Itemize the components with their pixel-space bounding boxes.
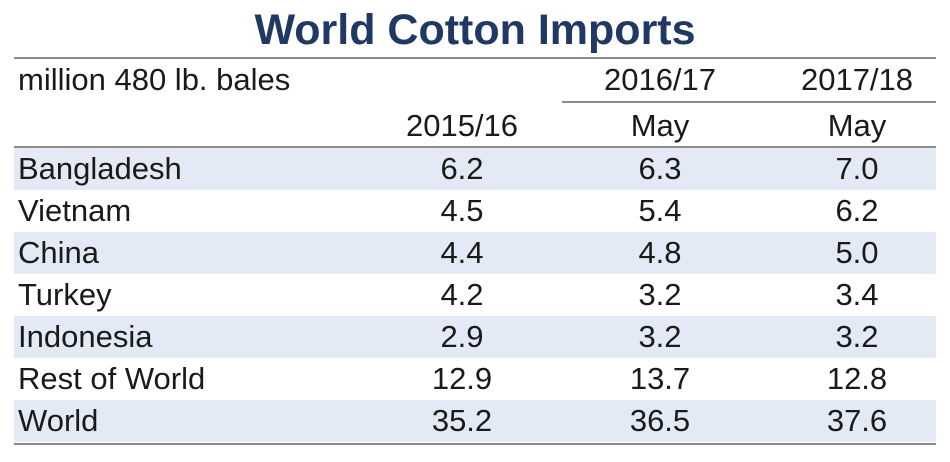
table-cell: 12.9	[431, 361, 493, 396]
table-row: Turkey 4.2 3.2 3.4	[14, 274, 936, 316]
table-cell: 12.8	[826, 361, 888, 396]
table-cell: 3.4	[835, 277, 879, 312]
column-header-2016-17: 2016/17	[603, 62, 717, 97]
table-cell: 4.8	[638, 235, 682, 270]
table-cell: 6.3	[638, 151, 682, 186]
table-cell: 4.5	[440, 193, 484, 228]
table-cell: 4.2	[440, 277, 484, 312]
table-cell: 13.7	[629, 361, 691, 396]
row-label: Indonesia	[18, 319, 153, 354]
table-row: World 35.2 36.5 37.6	[14, 400, 936, 442]
chart-title: World Cotton Imports	[254, 6, 696, 54]
table-cell: 5.4	[638, 193, 682, 228]
table-cell: 3.2	[638, 319, 682, 354]
column-header-2017-18: 2017/18	[800, 62, 914, 97]
table-cell: 3.2	[638, 277, 682, 312]
table-cell: 37.6	[826, 403, 888, 438]
header-rule	[14, 146, 936, 148]
row-label: Vietnam	[18, 193, 132, 228]
table-cell: 7.0	[835, 151, 879, 186]
table-row: Vietnam 4.5 5.4 6.2	[14, 190, 936, 232]
bottom-rule	[14, 443, 936, 445]
row-label: World	[18, 403, 99, 438]
column-subheader-may-2016-17: May	[630, 108, 690, 143]
table-cell: 6.2	[835, 193, 879, 228]
table-cell: 4.4	[440, 235, 484, 270]
title-rule	[14, 57, 936, 59]
table-row: Rest of World 12.9 13.7 12.8	[14, 358, 936, 400]
column-subheader-may-2017-18: May	[827, 108, 887, 143]
row-label: Rest of World	[18, 361, 206, 396]
row-label: China	[18, 235, 99, 270]
table-cell: 2.9	[440, 319, 484, 354]
year-group-rule	[562, 101, 936, 103]
table-row: Indonesia 2.9 3.2 3.2	[14, 316, 936, 358]
table-cell: 5.0	[835, 235, 879, 270]
table-cell: 36.5	[629, 403, 691, 438]
table-row: China 4.4 4.8 5.0	[14, 232, 936, 274]
column-header-2015-16: 2015/16	[405, 108, 519, 143]
table-row: Bangladesh 6.2 6.3 7.0	[14, 148, 936, 190]
row-label: Bangladesh	[18, 151, 182, 186]
row-label: Turkey	[18, 277, 112, 312]
table-cell: 3.2	[835, 319, 879, 354]
unit-label: million 480 lb. bales	[18, 62, 291, 97]
table-cell: 6.2	[440, 151, 484, 186]
table-cell: 35.2	[431, 403, 493, 438]
